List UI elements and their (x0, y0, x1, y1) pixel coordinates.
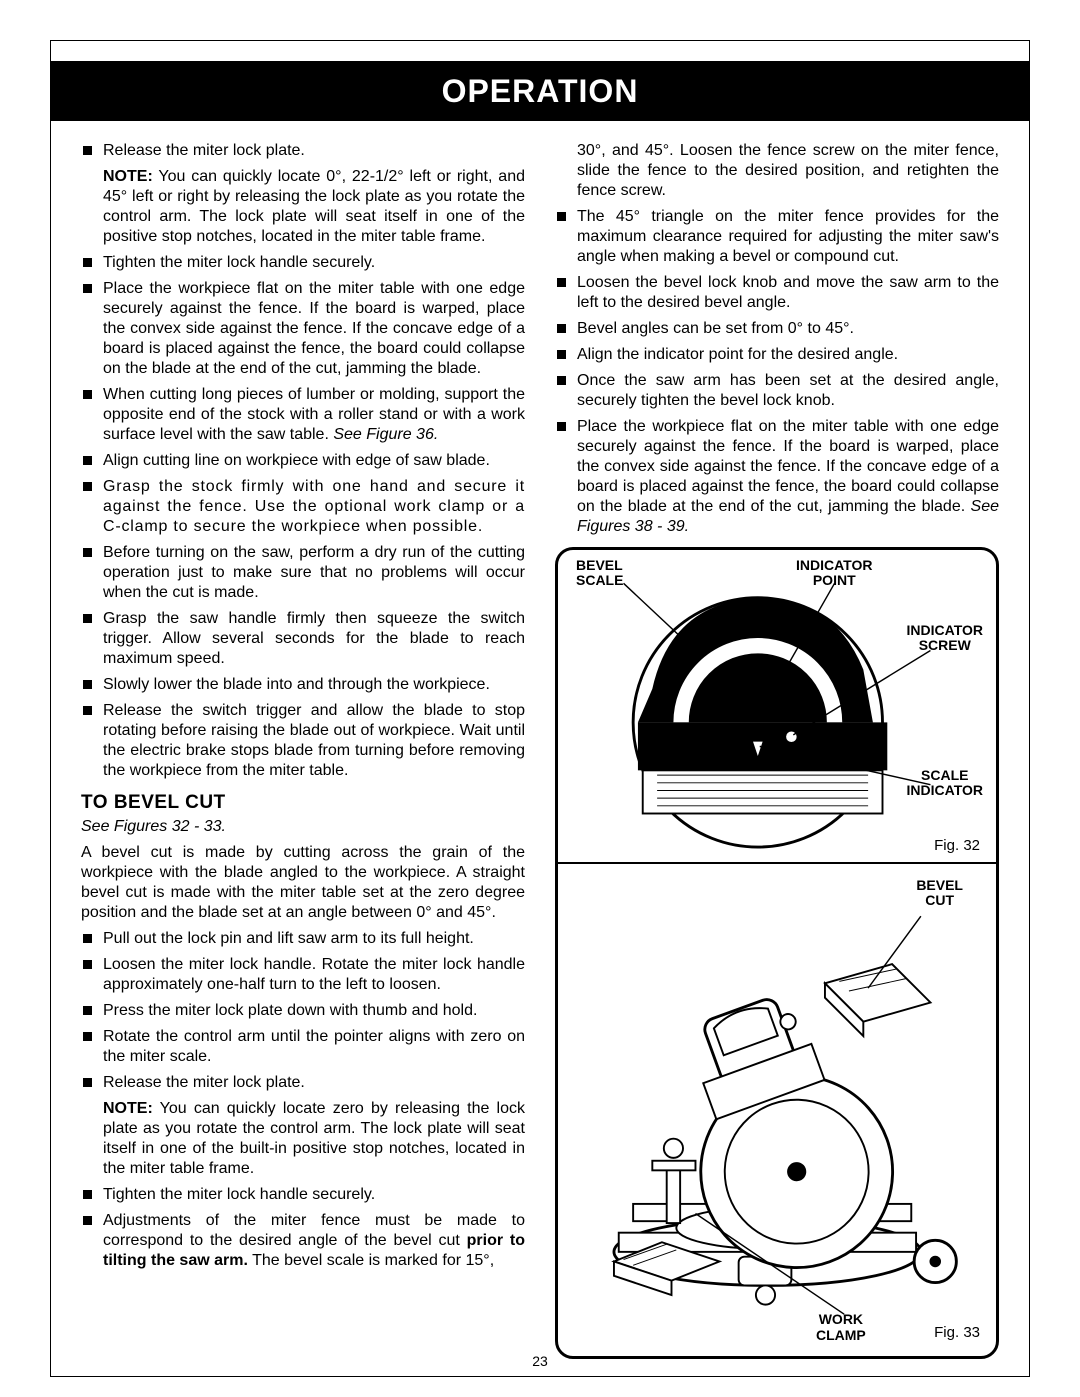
continuation-text: 30°, and 45°. Loosen the fence screw on … (555, 141, 999, 201)
list-item: Release the switch trigger and allow the… (81, 701, 525, 781)
bevel-paragraph: A bevel cut is made by cutting across th… (81, 843, 525, 923)
page-number: 23 (51, 1353, 1029, 1371)
list-text: Adjustments of the miter fence must be m… (103, 1212, 525, 1249)
list-item: Release the miter lock plate. (81, 141, 525, 161)
work-clamp-label: WORKCLAMP (816, 1312, 866, 1343)
bevel-scale-label: BEVELSCALE (576, 558, 623, 589)
to-bevel-cut-heading: TO BEVEL CUT (81, 791, 525, 815)
fig-33-caption: Fig. 33 (934, 1324, 980, 1343)
left-column: Release the miter lock plate. NOTE: You … (81, 141, 525, 1359)
list-text: When cutting long pieces of lumber or mo… (103, 386, 525, 443)
figure-33: BEVELCUT WORKCLAMP Fig. 33 (566, 868, 988, 1348)
bullet-list-c: Pull out the lock pin and lift saw arm t… (81, 929, 525, 1093)
list-item: Slowly lower the blade into and through … (81, 675, 525, 695)
see-figure-inline: See Figure 36. (333, 426, 438, 443)
note-b: NOTE: You can quickly locate zero by rel… (81, 1099, 525, 1179)
list-item: Loosen the bevel lock knob and move the … (555, 273, 999, 313)
list-text: Place the workpiece flat on the miter ta… (577, 418, 999, 515)
list-item: Align the indicator point for the desire… (555, 345, 999, 365)
list-item: Place the workpiece flat on the miter ta… (81, 279, 525, 379)
list-item: Press the miter lock plate down with thu… (81, 1001, 525, 1021)
list-text: The bevel scale is marked for 15°, (248, 1252, 494, 1269)
figure-32: BEVELSCALE INDICATORPOINT INDICATORSCREW… (566, 558, 988, 858)
list-item: Before turning on the saw, perform a dry… (81, 543, 525, 603)
indicator-point-label: INDICATORPOINT (796, 558, 872, 589)
list-item: Pull out the lock pin and lift saw arm t… (81, 929, 525, 949)
bullet-list-right: The 45° triangle on the miter fence prov… (555, 207, 999, 537)
see-figures-ref: See Figures 32 - 33. (81, 817, 525, 837)
right-column: 30°, and 45°. Loosen the fence screw on … (555, 141, 999, 1359)
list-item: Adjustments of the miter fence must be m… (81, 1211, 525, 1271)
fig-32-caption: Fig. 32 (934, 837, 980, 856)
note-label: NOTE: (103, 1100, 153, 1117)
list-item: Bevel angles can be set from 0° to 45°. (555, 319, 999, 339)
bullet-list-a: Release the miter lock plate. (81, 141, 525, 161)
list-item: Align cutting line on workpiece with edg… (81, 451, 525, 471)
list-item: Tighten the miter lock handle securely. (81, 1185, 525, 1205)
scale-indicator-label: SCALEINDICATOR (907, 768, 983, 799)
figure-divider (558, 862, 996, 864)
note-a: NOTE: You can quickly locate 0°, 22-1/2°… (81, 167, 525, 247)
figure-box: BEVELSCALE INDICATORPOINT INDICATORSCREW… (555, 547, 999, 1359)
list-item: Release the miter lock plate. (81, 1073, 525, 1093)
note-label: NOTE: (103, 168, 153, 185)
list-item: Rotate the control arm until the pointer… (81, 1027, 525, 1067)
page-border: OPERATION Release the miter lock plate. … (50, 40, 1030, 1377)
list-item: Tighten the miter lock handle securely. (81, 253, 525, 273)
list-item: Grasp the stock firmly with one hand and… (81, 477, 525, 537)
list-item: When cutting long pieces of lumber or mo… (81, 385, 525, 445)
content-columns: Release the miter lock plate. NOTE: You … (51, 121, 1029, 1369)
list-item: Place the workpiece flat on the miter ta… (555, 417, 999, 537)
list-item: Once the saw arm has been set at the des… (555, 371, 999, 411)
bevel-cut-label: BEVELCUT (916, 878, 963, 909)
list-item: Loosen the miter lock handle. Rotate the… (81, 955, 525, 995)
note-text: You can quickly locate 0°, 22-1/2° left … (103, 168, 525, 245)
list-item: The 45° triangle on the miter fence prov… (555, 207, 999, 267)
miter-saw-diagram-icon (566, 868, 988, 1348)
note-text: You can quickly locate zero by releasing… (103, 1100, 525, 1177)
indicator-screw-label: INDICATORSCREW (907, 623, 983, 654)
bullet-list-b: Tighten the miter lock handle securely. … (81, 253, 525, 781)
bevel-scale-diagram-icon (566, 558, 988, 858)
list-item: Grasp the saw handle firmly then squeeze… (81, 609, 525, 669)
bullet-list-d: Tighten the miter lock handle securely. … (81, 1185, 525, 1271)
section-header: OPERATION (50, 61, 1030, 121)
